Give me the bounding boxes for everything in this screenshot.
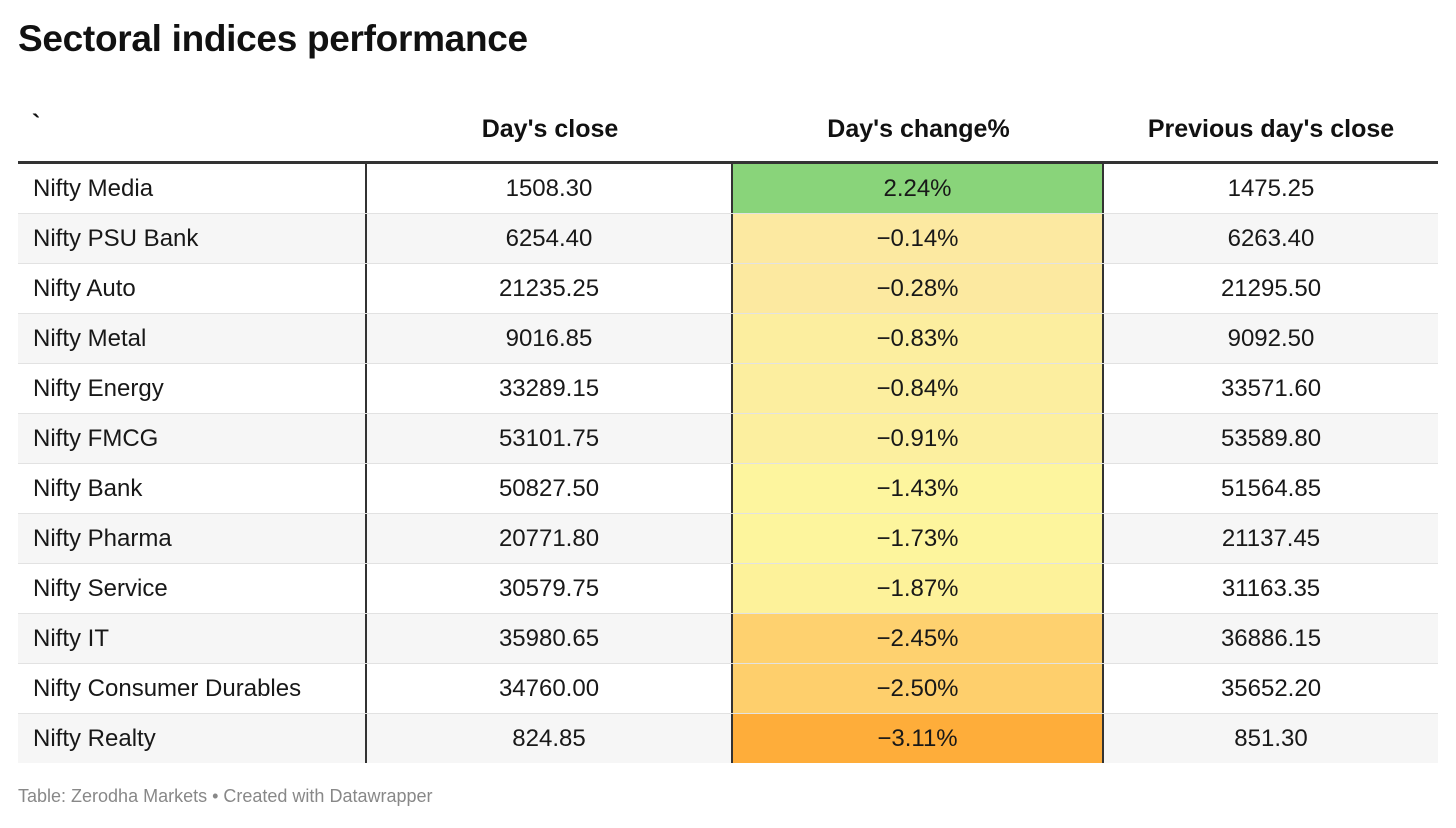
days-change-cell: −0.91% [733, 414, 1104, 463]
days-close-cell: 30579.75 [367, 564, 733, 613]
table-body: Nifty Media 1508.30 2.24% 1475.25 Nifty PSU … [18, 164, 1438, 763]
table-row: Nifty Pharma 20771.80 −1.73% 21137.45 [18, 514, 1438, 564]
days-change-cell: −0.84% [733, 364, 1104, 413]
days-close-cell: 35980.65 [367, 614, 733, 663]
days-close-cell: 33289.15 [367, 364, 733, 413]
sector-name-cell: Nifty Realty [18, 714, 367, 763]
days-change-cell: 2.24% [733, 164, 1104, 213]
table-row: Nifty Auto 21235.25 −0.28% 21295.50 [18, 264, 1438, 314]
days-change-cell: −0.14% [733, 214, 1104, 263]
header-previous-close[interactable]: Previous day's close [1147, 115, 1395, 143]
previous-close-cell: 6263.40 [1227, 224, 1315, 252]
days-change-cell: −0.28% [733, 264, 1104, 313]
days-close-cell: 34760.00 [367, 664, 733, 713]
sector-name-cell: Nifty IT [18, 614, 367, 663]
sector-name-cell: Nifty Consumer Durables [18, 664, 367, 713]
previous-close-cell: 9092.50 [1227, 324, 1315, 352]
days-change-cell: −0.83% [733, 314, 1104, 363]
page-title: Sectoral indices performance [18, 18, 528, 59]
table-header-row: ` Day's close Day's change% Previous day… [18, 98, 1438, 164]
header-name[interactable]: ` [32, 110, 41, 138]
previous-close-cell: 35652.20 [1220, 674, 1322, 702]
table-row: Nifty Bank 50827.50 −1.43% 51564.85 [18, 464, 1438, 514]
previous-close-cell: 36886.15 [1220, 624, 1322, 652]
sector-name-cell: Nifty Metal [18, 314, 367, 363]
previous-close-cell: 21137.45 [1221, 524, 1321, 552]
days-change-cell: −2.45% [733, 614, 1104, 663]
table-row: Nifty Consumer Durables 34760.00 −2.50% 356… [18, 664, 1438, 714]
days-close-cell: 53101.75 [367, 414, 733, 463]
table-row: Nifty Metal 9016.85 −0.83% 9092.50 [18, 314, 1438, 364]
table-row: Nifty Realty 824.85 −3.11% 851.30 [18, 714, 1438, 763]
previous-close-cell: 851.30 [1234, 724, 1308, 752]
days-close-cell: 1508.30 [367, 164, 733, 213]
table-row: Nifty Service 30579.75 −1.87% 31163.35 [18, 564, 1438, 614]
sector-name-cell: Nifty Pharma [18, 514, 367, 563]
sector-table: ` Day's close Day's change% Previous day… [18, 98, 1438, 763]
table-row: Nifty PSU Bank 6254.40 −0.14% 6263.40 [18, 214, 1438, 264]
days-close-cell: 824.85 [367, 714, 733, 763]
source-footer: Table: Zerodha Markets • Created with Da… [18, 786, 433, 806]
table-row: Nifty Media 1508.30 2.24% 1475.25 [18, 164, 1438, 214]
days-change-cell: −2.50% [733, 664, 1104, 713]
sector-name-cell: Nifty Energy [18, 364, 367, 413]
days-close-cell: 20771.80 [367, 514, 733, 563]
previous-close-cell: 33571.60 [1220, 374, 1322, 402]
sector-name-cell: Nifty Bank [18, 464, 367, 513]
days-close-cell: 6254.40 [367, 214, 733, 263]
previous-close-cell: 51564.85 [1220, 474, 1322, 502]
previous-close-cell: 21295.50 [1220, 274, 1322, 302]
sector-name-cell: Nifty Auto [18, 264, 367, 313]
table-row: Nifty IT 35980.65 −2.45% 36886.15 [18, 614, 1438, 664]
sector-name-cell: Nifty PSU Bank [18, 214, 367, 263]
days-change-cell: −3.11% [733, 714, 1104, 763]
sector-name-cell: Nifty Media [18, 164, 367, 213]
days-change-cell: −1.43% [733, 464, 1104, 513]
previous-close-cell: 1475.25 [1227, 174, 1315, 202]
days-change-cell: −1.87% [733, 564, 1104, 613]
previous-close-cell: 31163.35 [1221, 574, 1321, 602]
days-change-cell: −1.73% [733, 514, 1104, 563]
table-row: Nifty FMCG 53101.75 −0.91% 53589.80 [18, 414, 1438, 464]
previous-close-cell: 53589.80 [1220, 424, 1322, 452]
days-close-cell: 50827.50 [367, 464, 733, 513]
sector-name-cell: Nifty FMCG [18, 414, 367, 463]
days-close-cell: 21235.25 [367, 264, 733, 313]
days-close-cell: 9016.85 [367, 314, 733, 363]
header-days-close[interactable]: Day's close [481, 115, 619, 143]
sector-name-cell: Nifty Service [18, 564, 367, 613]
table-row: Nifty Energy 33289.15 −0.84% 33571.60 [18, 364, 1438, 414]
header-days-change[interactable]: Day's change% [827, 115, 1010, 143]
